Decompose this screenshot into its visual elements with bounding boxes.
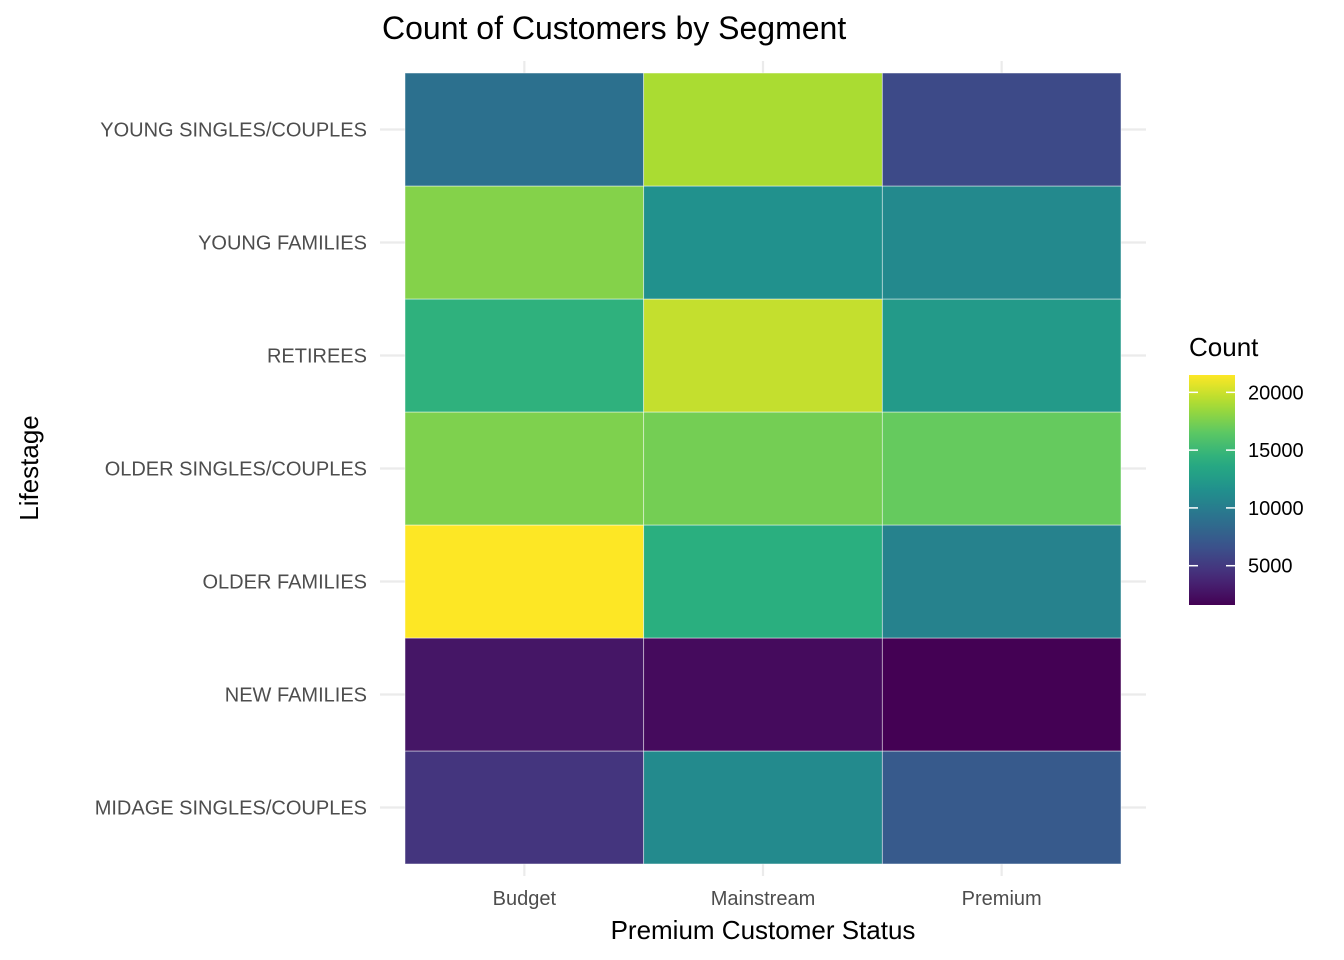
heatmap-tiles [404,72,1122,865]
heatmap-cell [881,298,1122,413]
legend-colorbar [1189,375,1235,605]
heatmap-cell [881,185,1122,300]
y-axis-tick-labels: MIDAGE SINGLES/COUPLES NEW FAMILIES OLDER … [95,120,367,820]
heatmap-cell [643,298,883,413]
y-tick-label: MIDAGE SINGLES/COUPLES [95,798,367,820]
heatmap-cell [404,750,645,865]
heatmap-cell [404,185,645,300]
heatmap-cell [643,72,883,187]
heatmap-cell [643,524,883,639]
x-tick-label: Mainstream [711,888,815,910]
heatmap-cell [643,411,883,526]
legend-tick-label: 15000 [1248,440,1304,462]
y-tick-label: OLDER SINGLES/COUPLES [105,459,367,481]
legend-tick-label: 20000 [1248,382,1304,404]
heatmap-cell [643,637,883,752]
heatmap-cell [881,411,1122,526]
y-tick-label: YOUNG FAMILIES [198,233,367,255]
heatmap-cell [404,524,645,639]
legend-tick-label: 5000 [1248,556,1293,578]
heatmap-cell [881,524,1122,639]
x-tick-label: Budget [493,888,557,910]
y-tick-label: NEW FAMILIES [225,685,367,707]
legend-title: Count [1189,332,1259,362]
heatmap-cell [404,298,645,413]
heatmap-cell [643,185,883,300]
legend-ticks: 5000 10000 15000 20000 [1189,382,1304,578]
heatmap-cell [404,637,645,752]
heatmap-cell [881,72,1122,187]
y-tick-label: YOUNG SINGLES/COUPLES [100,120,367,142]
x-axis-title: Premium Customer Status [611,915,916,945]
heatmap-cell [404,72,645,187]
y-tick-label: OLDER FAMILIES [203,572,368,594]
chart-title: Count of Customers by Segment [382,10,846,46]
legend-tick-label: 10000 [1248,498,1304,520]
y-axis-title: Lifestage [14,415,44,521]
heatmap-cell [881,750,1122,865]
heatmap-cell [643,750,883,865]
color-legend: Count 5000 10000 15000 20000 [1189,332,1304,605]
heatmap-cell [404,411,645,526]
heatmap-cell [881,637,1122,752]
x-axis-tick-labels: Budget Mainstream Premium [493,888,1042,910]
y-tick-label: RETIREES [267,346,367,368]
x-tick-label: Premium [962,888,1042,910]
